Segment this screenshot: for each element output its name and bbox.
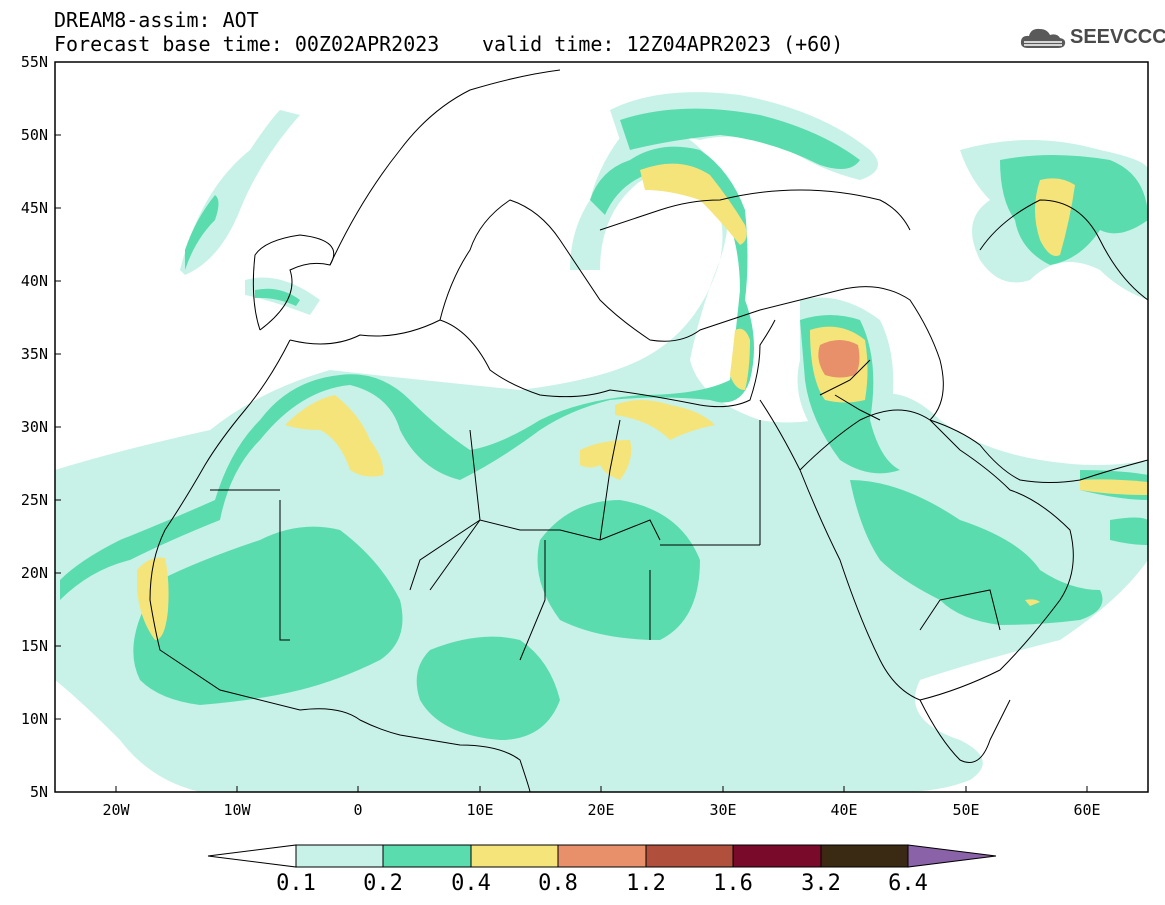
lat-label: 50N <box>20 126 48 144</box>
colorbar-under-arrow <box>207 844 297 868</box>
lon-label: 0 <box>353 801 363 819</box>
forecast-base-time: Forecast base time: 00Z02APR2023 <box>54 32 440 56</box>
lon-label: 10W <box>223 801 251 819</box>
colorbar <box>207 844 997 868</box>
logo-text: SEEVCCC <box>1070 26 1165 48</box>
cloud-icon <box>1020 28 1066 48</box>
colorbar-label: 1.2 <box>626 871 666 896</box>
lat-label: 35N <box>20 345 48 363</box>
lat-label: 55N <box>20 53 48 71</box>
colorbar-bin-7 <box>820 844 909 868</box>
lat-label: 5N <box>29 783 48 801</box>
colorbar-bin-3 <box>470 844 559 868</box>
lat-label: 20N <box>20 564 48 582</box>
colorbar-label: 6.4 <box>888 871 928 896</box>
lat-label: 40N <box>20 272 48 290</box>
colorbar-bin-2 <box>382 844 472 868</box>
lat-label: 45N <box>20 199 48 217</box>
lon-label: 40E <box>830 801 858 819</box>
lon-label: 20E <box>587 801 615 819</box>
colorbar-bin-6 <box>732 844 822 868</box>
lat-label: 30N <box>20 418 48 436</box>
lon-label: 60E <box>1073 801 1101 819</box>
colorbar-label: 1.6 <box>713 871 753 896</box>
lon-label: 30E <box>709 801 737 819</box>
lon-label: 10E <box>466 801 494 819</box>
map-title: DREAM8-assim: AOT <box>54 8 259 32</box>
colorbar-label: 0.4 <box>451 871 491 896</box>
lat-label: 25N <box>20 491 48 509</box>
lat-label: 10N <box>20 710 48 728</box>
colorbar-bin-1 <box>295 844 384 868</box>
lat-label: 15N <box>20 637 48 655</box>
lon-label: 20W <box>102 801 130 819</box>
colorbar-label: 0.8 <box>538 871 578 896</box>
colorbar-label: 0.2 <box>363 871 403 896</box>
seevccc-logo: SEEVCCC <box>1018 24 1165 54</box>
colorbar-label: 0.1 <box>276 871 316 896</box>
colorbar-over-arrow <box>907 844 997 868</box>
axis-ticks <box>55 61 1088 793</box>
valid-time: valid time: 12Z04APR2023 (+60) <box>482 32 844 56</box>
aot-field <box>55 62 1148 792</box>
colorbar-bin-4 <box>557 844 647 868</box>
coastlines <box>149 69 1148 792</box>
lon-label: 50E <box>952 801 980 819</box>
colorbar-bin-5 <box>645 844 734 868</box>
colorbar-label: 3.2 <box>801 871 841 896</box>
